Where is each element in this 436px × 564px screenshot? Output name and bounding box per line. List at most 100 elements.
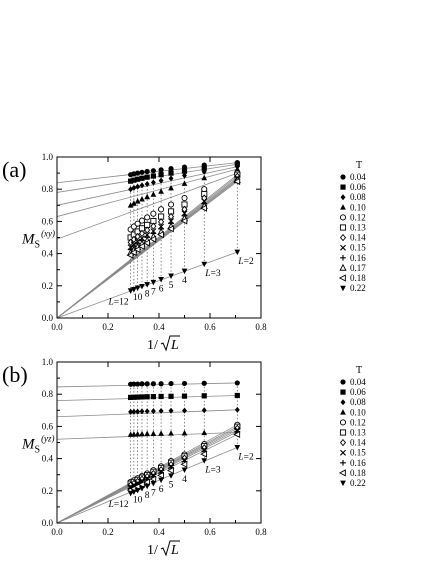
series-0.22 xyxy=(127,444,241,497)
legend-entry: 0.18 xyxy=(350,273,366,283)
legend-marker xyxy=(340,459,346,466)
legend: T0.040.060.080.100.120.130.140.150.160.1… xyxy=(338,160,366,293)
data-point xyxy=(144,214,151,221)
data-point xyxy=(168,165,174,172)
data-point xyxy=(150,430,157,436)
data-point xyxy=(181,393,188,399)
legend-marker xyxy=(340,174,346,180)
data-point xyxy=(168,273,174,279)
data-point xyxy=(158,172,164,178)
y-axis-label: MS(yz) xyxy=(21,434,55,456)
data-point xyxy=(167,201,175,208)
data-point xyxy=(158,381,164,387)
data-point xyxy=(149,235,157,243)
size-label: L=2 xyxy=(237,452,254,462)
data-point xyxy=(181,180,188,186)
data-point xyxy=(135,394,141,400)
y-tick-label: 0.6 xyxy=(42,421,54,431)
size-label: 6 xyxy=(159,284,164,294)
data-point xyxy=(150,408,156,415)
fit-line-0.12 xyxy=(56,172,238,240)
legend-title: T xyxy=(356,365,362,376)
x-tick-label: 0.2 xyxy=(102,322,113,332)
data-point xyxy=(168,473,174,479)
legend-entry: 0.22 xyxy=(350,478,366,488)
legend-marker xyxy=(339,233,347,242)
data-point xyxy=(201,407,207,414)
data-point xyxy=(234,392,240,399)
data-point xyxy=(157,471,164,479)
data-point xyxy=(150,173,156,179)
size-label-var: L xyxy=(204,466,210,476)
data-point xyxy=(139,430,145,437)
series-0.10 xyxy=(127,165,241,208)
legend-marker xyxy=(340,194,346,201)
data-point xyxy=(181,168,188,174)
data-point xyxy=(131,394,137,400)
y-tick-label: 0.0 xyxy=(42,313,54,323)
data-point xyxy=(135,381,141,387)
legend-entry: 0.16 xyxy=(350,458,366,468)
data-point xyxy=(168,380,174,387)
x-tick-label: 0.8 xyxy=(255,527,267,537)
legend-entry: 0.17 xyxy=(350,263,366,273)
size-label: L=2 xyxy=(237,257,254,267)
data-point xyxy=(201,261,208,268)
series-0.18 xyxy=(126,177,241,259)
data-point xyxy=(144,408,150,415)
data-point xyxy=(150,279,157,286)
legend-entry: 0.06 xyxy=(350,387,366,397)
series-0.08 xyxy=(128,163,240,193)
y-tick-label: 0.2 xyxy=(42,281,53,291)
data-point xyxy=(149,475,157,483)
series-0.08 xyxy=(128,406,240,415)
data-point xyxy=(144,226,151,234)
data-point xyxy=(181,268,188,275)
legend-entry: 0.15 xyxy=(350,243,366,253)
data-point xyxy=(158,218,165,226)
data-point xyxy=(134,431,141,437)
data-point xyxy=(134,220,141,227)
legend-entry: 0.10 xyxy=(350,202,366,212)
ticks: 0.0 0.2 0.4 0.6 0.8 0.0 0.2 0.4 0.6 0.8 1.0 xyxy=(42,357,267,537)
size-label: 10 xyxy=(133,495,143,505)
legend-entry: 0.15 xyxy=(350,448,366,458)
legend-marker xyxy=(340,244,346,251)
data-point xyxy=(181,467,188,473)
y-label-sub: S xyxy=(35,240,41,251)
data-point xyxy=(168,170,174,176)
y-label-sup: (xy) xyxy=(41,229,55,239)
data-point xyxy=(150,481,157,487)
data-point xyxy=(168,430,174,436)
data-point xyxy=(134,198,141,204)
data-point xyxy=(131,489,137,496)
data-point xyxy=(168,407,174,414)
panel-label: (b) xyxy=(2,362,28,387)
data-point xyxy=(150,179,156,186)
data-point xyxy=(181,205,188,214)
data-point xyxy=(168,184,174,191)
data-point xyxy=(138,217,146,224)
data-point xyxy=(180,217,188,225)
legend-marker xyxy=(340,399,346,406)
data-point xyxy=(139,196,145,202)
legend-marker xyxy=(338,274,346,282)
data-point xyxy=(135,176,141,182)
data-point xyxy=(139,381,145,387)
data-point xyxy=(167,212,175,221)
data-point xyxy=(127,202,134,208)
y-tick-label: 0.2 xyxy=(42,486,53,496)
data-point xyxy=(139,182,145,189)
data-point xyxy=(200,204,208,212)
y-label-sub: S xyxy=(35,445,41,456)
data-point xyxy=(135,183,141,190)
legend-marker xyxy=(339,438,347,447)
data-point xyxy=(234,165,241,172)
data-point xyxy=(139,408,145,415)
data-point xyxy=(201,380,207,386)
x-tick-label: 0.4 xyxy=(153,322,165,332)
data-point xyxy=(128,408,134,415)
size-label: 4 xyxy=(182,276,187,286)
size-label-var: L xyxy=(204,269,210,279)
